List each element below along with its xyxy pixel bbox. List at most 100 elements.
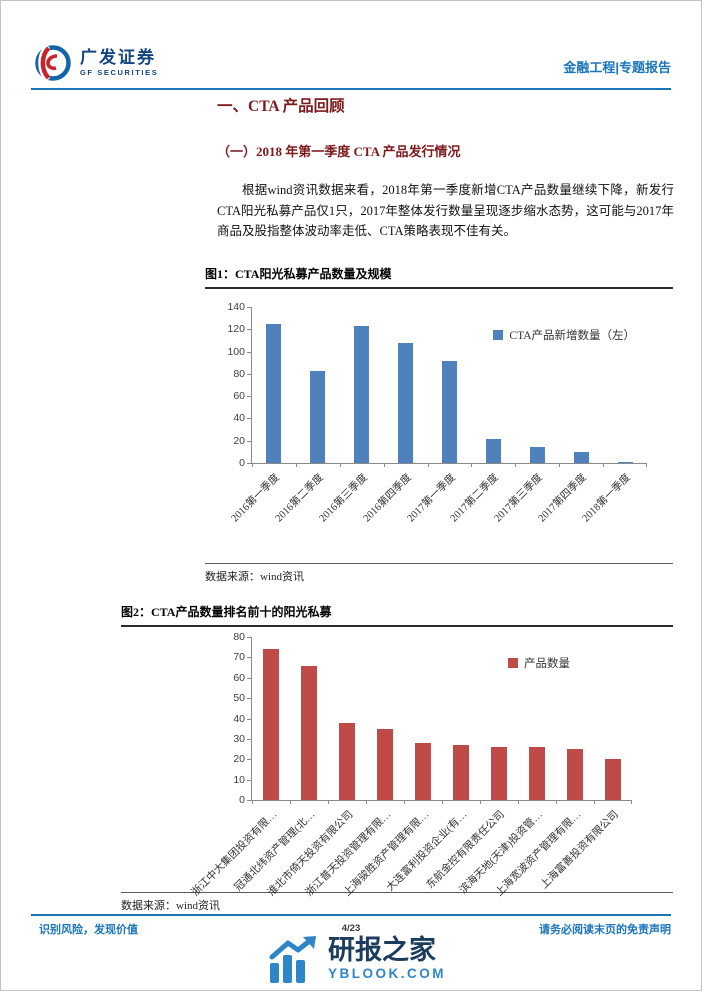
figure-1-chart: 0 20 40 60 80 100 120 140 2016第一季度 2016第二季度 2016第三… bbox=[227, 301, 673, 561]
y-axis-tick-label: 60 bbox=[233, 671, 245, 684]
y-axis-tick bbox=[247, 779, 252, 781]
y-axis-tick-label: 60 bbox=[233, 390, 245, 403]
x-axis-tick bbox=[556, 800, 557, 804]
y-axis-tick bbox=[247, 738, 252, 740]
bar bbox=[301, 665, 317, 800]
x-axis-tick bbox=[366, 800, 367, 804]
legend-label: 产品数量 bbox=[524, 658, 570, 670]
y-axis-tick-label: 80 bbox=[233, 367, 245, 380]
bar bbox=[354, 325, 370, 463]
y-axis-tick bbox=[247, 800, 252, 801]
bar bbox=[442, 360, 457, 463]
x-axis-tick bbox=[442, 800, 443, 804]
legend-label: CTA产品新增数量（左） bbox=[509, 330, 635, 342]
figure-1-source-divider bbox=[205, 563, 673, 564]
watermark-name: 研报之家 bbox=[328, 935, 436, 966]
x-axis-tick bbox=[518, 800, 519, 804]
figure-1-title: 图1：CTA阳光私募产品数量及规模 bbox=[205, 265, 673, 289]
y-axis-tick bbox=[247, 677, 252, 679]
figure-2-chart: 0 10 20 30 40 50 60 70 80 浙江中大集团投资有限… 冠通北纬资产管理(北… 淮… bbox=[189, 631, 673, 899]
y-axis-tick-label: 20 bbox=[233, 753, 245, 766]
body-paragraph: 根据wind资讯数据来看，2018年第一季度新增CTA产品数量继续下降，新发行C… bbox=[217, 183, 674, 238]
logo-name-en: GF SECURITIES bbox=[80, 68, 159, 78]
figure-2-title: 图2：CTA产品数量排名前十的阳光私募 bbox=[121, 603, 673, 627]
subsection-title: （一）2018 年第一季度 CTA 产品发行情况 bbox=[217, 144, 461, 159]
bar bbox=[377, 728, 393, 800]
legend-swatch bbox=[508, 658, 518, 668]
y-axis-tick bbox=[247, 637, 252, 638]
y-axis-tick-label: 80 bbox=[233, 631, 245, 643]
x-axis-tick bbox=[559, 463, 561, 467]
bar bbox=[529, 447, 545, 463]
y-axis-tick bbox=[247, 396, 252, 398]
page-number: 4/23 bbox=[341, 923, 361, 934]
y-axis-tick bbox=[247, 418, 252, 420]
logo-name-cn: 广发证券 bbox=[80, 48, 156, 68]
footer-disclaimer: 请务必阅读末页的免责声明 bbox=[539, 924, 671, 936]
footer-divider bbox=[31, 914, 671, 916]
x-axis-tick bbox=[383, 463, 385, 467]
watermark-site: YBLOOK.COM bbox=[328, 966, 446, 982]
bar bbox=[310, 370, 326, 463]
y-axis-tick-label: 20 bbox=[233, 434, 245, 447]
figure-2-source: 数据来源：wind资讯 bbox=[121, 900, 220, 912]
y-axis-tick bbox=[247, 351, 252, 353]
page-header: 广发证券 GF SECURITIES 金融工程|专题报告 bbox=[31, 1, 671, 90]
bar bbox=[485, 438, 501, 463]
y-axis-tick-label: 40 bbox=[233, 412, 245, 425]
gf-logo-icon bbox=[35, 43, 71, 83]
x-axis-tick bbox=[631, 800, 632, 804]
x-axis-tick bbox=[328, 800, 329, 804]
figure-2: 图2：CTA产品数量排名前十的阳光私募 0 10 20 30 40 50 60 70 80 浙江中… bbox=[121, 603, 673, 913]
figure-1: 图1：CTA阳光私募产品数量及规模 0 20 40 60 80 100 120 140 2016… bbox=[205, 265, 673, 584]
y-axis-tick bbox=[247, 329, 252, 331]
chart-legend: 产品数量 bbox=[508, 655, 570, 671]
bar bbox=[453, 745, 469, 800]
x-axis-tick bbox=[295, 463, 297, 467]
y-axis-tick-label: 100 bbox=[227, 345, 245, 358]
y-axis-tick bbox=[247, 307, 252, 308]
y-axis-tick bbox=[247, 759, 252, 761]
x-axis-tick bbox=[290, 800, 291, 804]
chart-legend: CTA产品新增数量（左） bbox=[493, 327, 635, 343]
bar bbox=[617, 461, 633, 463]
x-axis-tick bbox=[594, 800, 595, 804]
section-title: 一、CTA 产品回顾 bbox=[217, 98, 345, 115]
y-axis-tick-label: 120 bbox=[227, 323, 245, 336]
y-axis-tick-label: 0 bbox=[239, 794, 245, 806]
x-axis-tick bbox=[646, 463, 647, 467]
y-axis-tick bbox=[247, 657, 252, 659]
bar bbox=[573, 451, 589, 463]
bar bbox=[266, 323, 282, 463]
x-axis-tick bbox=[339, 463, 341, 467]
x-axis-tick bbox=[252, 800, 253, 804]
bar bbox=[529, 747, 545, 800]
watermark: 研报之家 YBLOOK.COM bbox=[268, 935, 446, 983]
x-axis-tick bbox=[603, 463, 605, 467]
x-axis-tick bbox=[515, 463, 517, 467]
y-axis-tick-label: 0 bbox=[239, 457, 245, 469]
bar bbox=[567, 749, 583, 800]
x-axis-tick bbox=[471, 463, 473, 467]
footer-slogan: 识别风险，发现价值 bbox=[39, 924, 138, 936]
plot-area: 0 10 20 30 40 50 60 70 80 浙江中大集团投资有限… 冠通北纬资产管理(北… 淮… bbox=[189, 631, 632, 899]
bar bbox=[339, 722, 355, 800]
y-axis-tick-label: 70 bbox=[233, 651, 245, 664]
y-axis-tick-label: 40 bbox=[233, 712, 245, 725]
bar bbox=[415, 742, 431, 800]
bar bbox=[398, 342, 414, 463]
plot-area: 0 20 40 60 80 100 120 140 2016第一季度 2016第二季度 2016第三… bbox=[227, 301, 647, 524]
y-axis-tick bbox=[247, 718, 252, 720]
legend-swatch bbox=[493, 330, 504, 340]
y-axis-tick-label: 30 bbox=[233, 732, 245, 745]
gf-securities-logo: 广发证券 GF SECURITIES bbox=[33, 43, 158, 83]
y-axis-tick bbox=[247, 440, 252, 442]
bar-chart-arrow-icon bbox=[269, 936, 316, 983]
x-axis-tick bbox=[404, 800, 405, 804]
y-axis-tick bbox=[247, 463, 252, 464]
x-axis-tick bbox=[427, 463, 429, 467]
y-axis-tick bbox=[247, 698, 252, 700]
y-axis-tick-label: 10 bbox=[233, 773, 245, 786]
report-type-label: 金融工程|专题报告 bbox=[563, 60, 671, 75]
